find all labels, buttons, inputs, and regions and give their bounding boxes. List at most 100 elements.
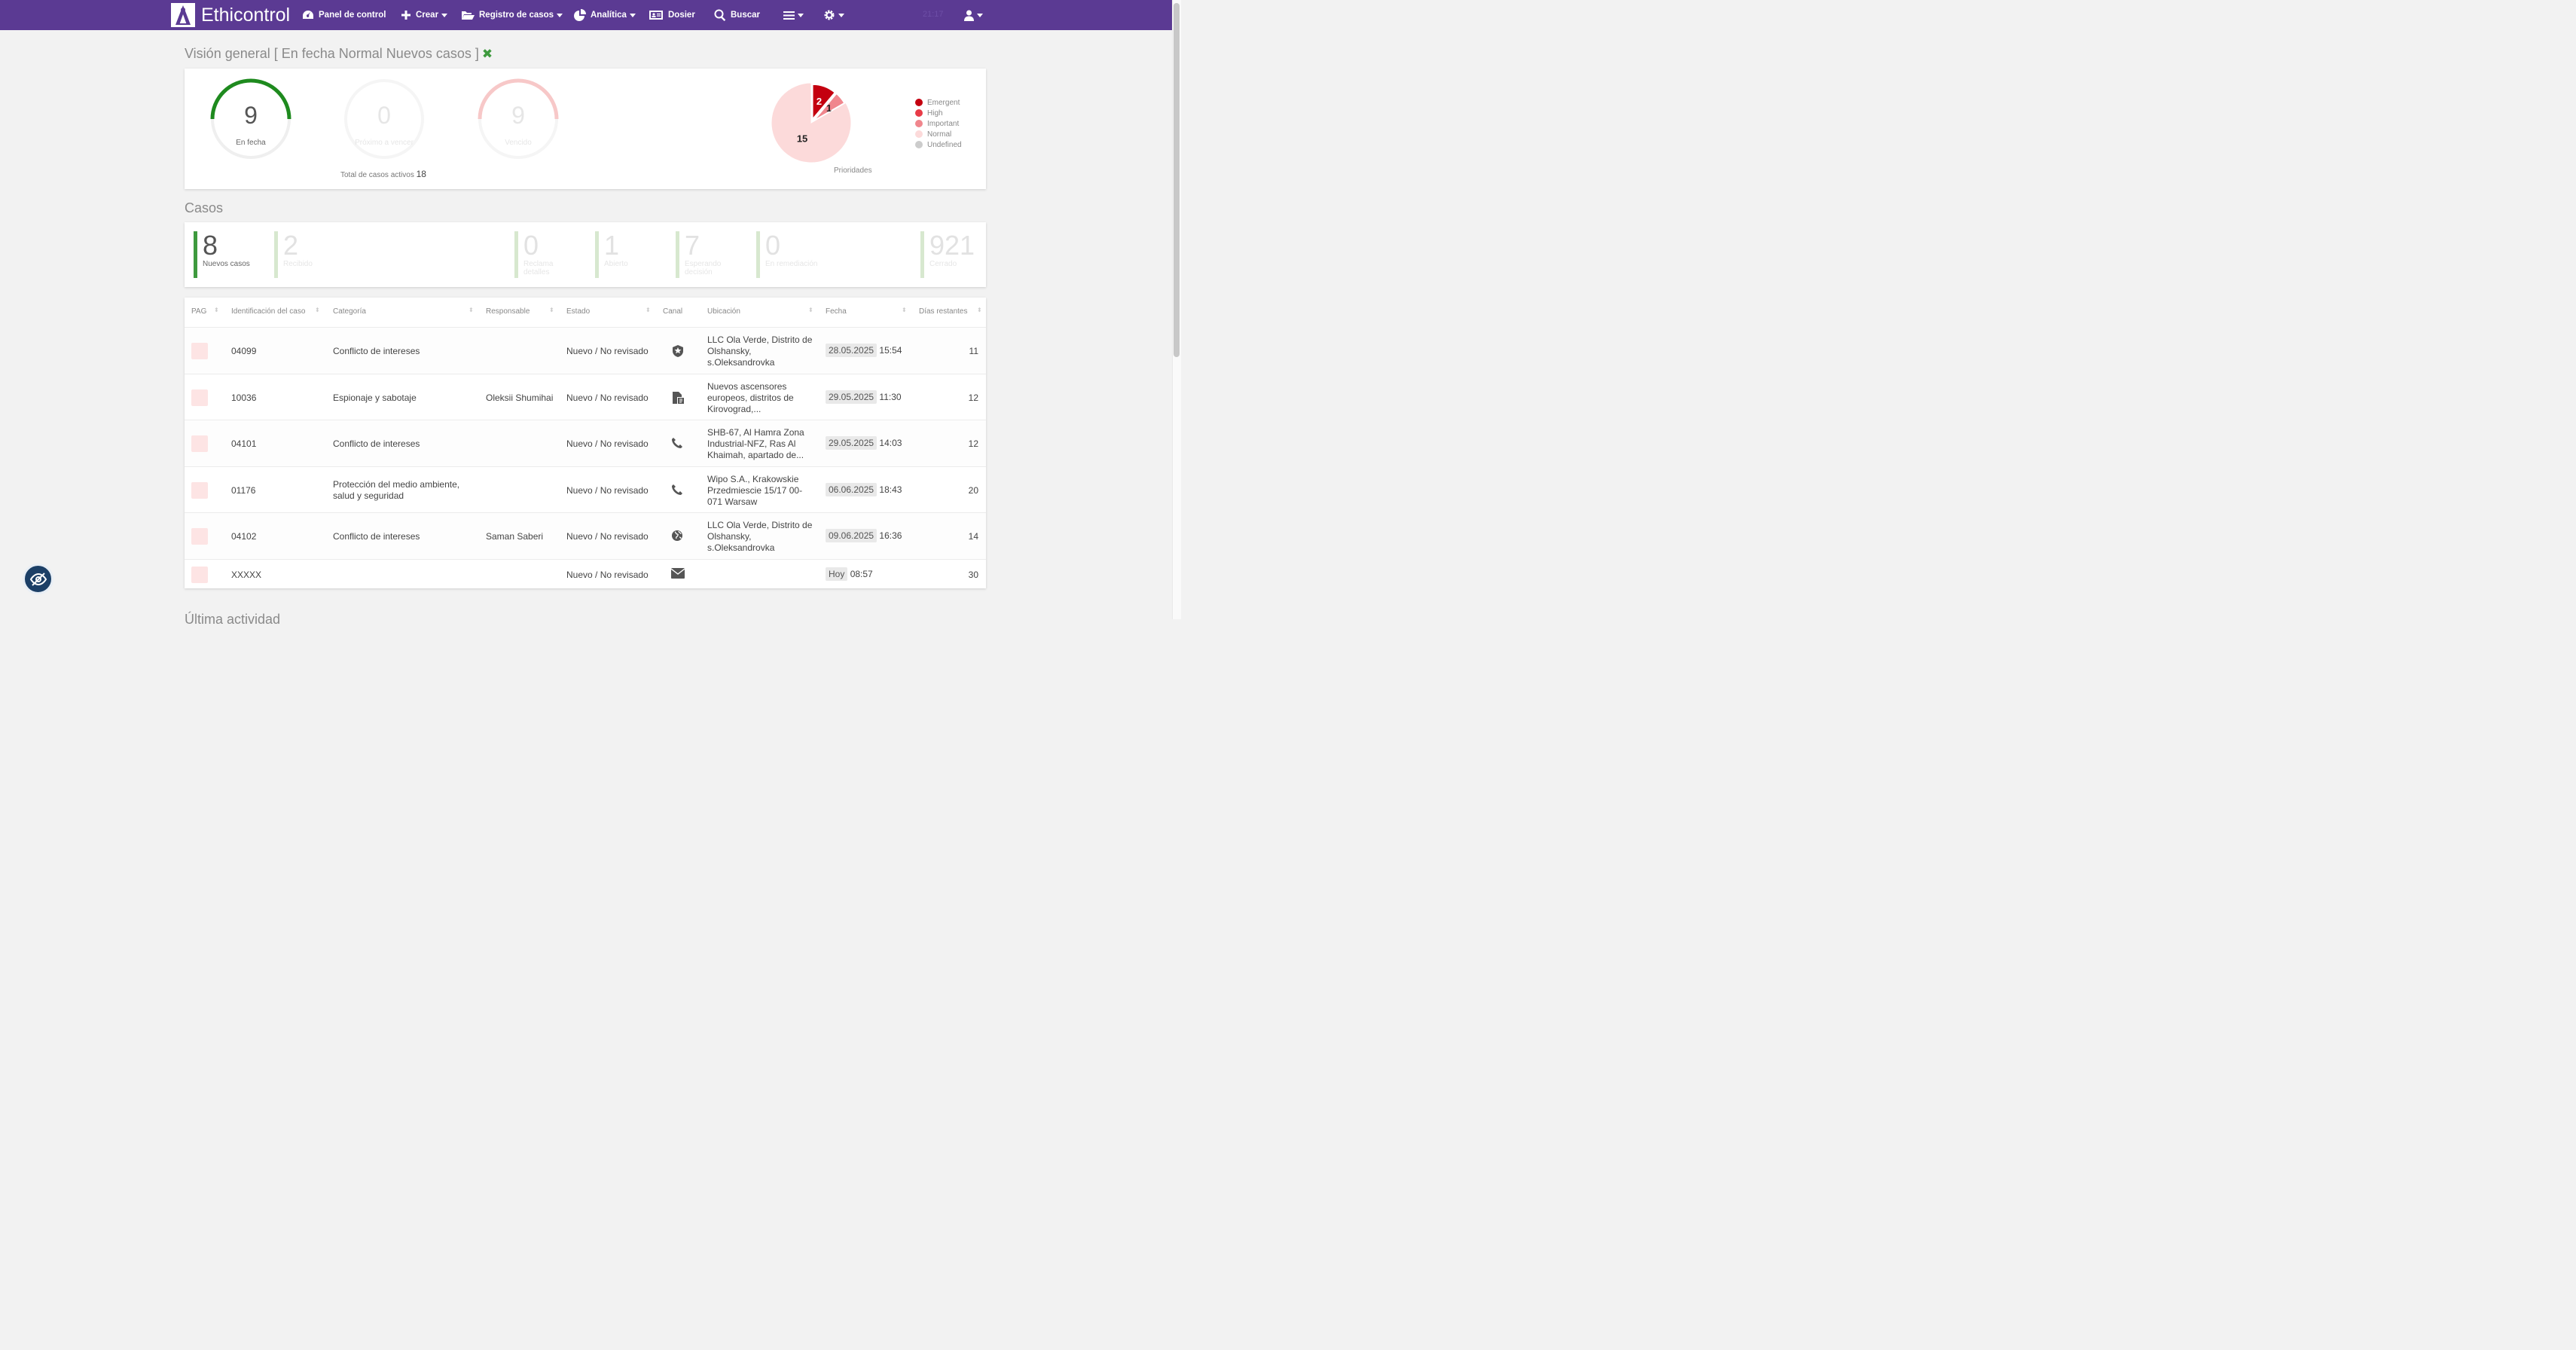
nav-dashboard[interactable]: Panel de control <box>302 0 386 30</box>
column-header-priority[interactable]: PAG <box>191 307 207 316</box>
days-remaining: 14 <box>968 531 978 542</box>
nav-menu[interactable] <box>783 0 804 30</box>
kpi-label: Recibido <box>283 260 313 268</box>
scrollbar-thumb[interactable] <box>1174 3 1180 357</box>
case-status-panel: 8 Nuevos casos 2 Recibido 0 Reclama deta… <box>185 222 986 287</box>
column-header-category[interactable]: Categoría <box>333 307 366 316</box>
date-badge: 29.05.2025 <box>826 436 877 450</box>
case-id-link[interactable]: 04102 <box>231 531 257 542</box>
pie-chart-icon <box>574 9 586 21</box>
nav-search[interactable]: Buscar <box>714 0 760 30</box>
table-row[interactable]: XXXXX Nuevo / No revisado Hoy 08:57 30 <box>185 559 986 588</box>
nav-dossier-label: Dosier <box>668 11 695 20</box>
pie-slice-label: 15 <box>797 133 807 145</box>
table-row[interactable]: 01176 Protección del medio ambiente, sal… <box>185 466 986 512</box>
case-location: SHB-67, Al Hamra Zona Industrial-NFZ, Ra… <box>707 427 804 460</box>
legend-item[interactable]: Emergent <box>915 97 962 108</box>
latest-activity-title: Última actividad <box>185 612 281 627</box>
legend-item[interactable]: Undefined <box>915 139 962 150</box>
brand[interactable]: Ethicontrol <box>171 3 290 27</box>
kpi-open[interactable]: 1 Abierto <box>595 231 628 278</box>
document-icon <box>671 391 685 408</box>
case-id-link[interactable]: 10036 <box>231 392 257 403</box>
nav-case-log[interactable]: Registro de casos <box>461 0 563 30</box>
gauge-overdue[interactable]: 9 Vencido <box>477 78 560 160</box>
kpi-new-cases[interactable]: 8 Nuevos casos <box>194 231 250 278</box>
table-row[interactable]: 04099 Conflicto de intereses Nuevo / No … <box>185 327 986 374</box>
gauge-on-time[interactable]: 9 En fecha <box>209 78 292 160</box>
sort-icon[interactable]: ⬍ <box>315 307 320 313</box>
pie-slice[interactable] <box>771 82 852 163</box>
column-header-days-left[interactable]: Días restantes <box>919 307 968 316</box>
pie-slice[interactable] <box>812 84 835 120</box>
sort-icon[interactable]: ⬍ <box>549 307 554 313</box>
sort-icon[interactable]: ⬍ <box>646 307 651 313</box>
sort-icon[interactable]: ⬍ <box>808 307 813 313</box>
cases-table: PAG ⬍ Identificación del caso ⬍ Categoría ⬍… <box>185 298 986 588</box>
case-category: Conflicto de intereses <box>333 346 420 356</box>
gauge-on-time-chart <box>210 78 291 159</box>
kpi-value: 8 <box>203 230 218 261</box>
pie-slice-label: 2 <box>816 96 822 107</box>
phone-icon <box>671 437 683 452</box>
case-status: Nuevo / No revisado <box>566 438 649 449</box>
legend-label: Emergent <box>927 98 960 107</box>
gauge-due-soon[interactable]: 0 Próximo a vencer <box>343 78 426 160</box>
pie-slice[interactable] <box>814 93 845 121</box>
kpi-value: 2 <box>283 230 299 261</box>
case-category: Conflicto de intereses <box>333 531 420 542</box>
brand-logo-icon <box>171 3 195 27</box>
column-header-date[interactable]: Fecha <box>826 307 847 316</box>
nav-dossier[interactable]: Dosier <box>649 0 695 30</box>
top-navbar: Ethicontrol Panel de control Crear Regis… <box>0 0 1172 30</box>
sort-icon[interactable]: ⬍ <box>977 307 982 313</box>
envelope-icon <box>670 567 685 582</box>
priority-indicator <box>191 343 208 359</box>
column-header-status[interactable]: Estado <box>566 307 591 316</box>
accessibility-toggle-button[interactable] <box>23 564 53 594</box>
gauge-value: 0 <box>377 102 391 129</box>
table-row[interactable]: 10036 Espionaje y sabotaje Oleksii Shumi… <box>185 374 986 420</box>
table-row[interactable]: 04102 Conflicto de intereses Saman Saber… <box>185 512 986 559</box>
legend-dot <box>915 130 923 138</box>
column-header-case-id[interactable]: Identificación del caso <box>231 307 306 316</box>
legend-item[interactable]: High <box>915 108 962 118</box>
priorities-pie-chart[interactable]: 21 15 <box>765 78 870 168</box>
overview-title: Visión general [ En fecha Normal Nuevos … <box>185 46 493 62</box>
sort-icon[interactable]: ⬍ <box>902 307 907 313</box>
case-time: 08:57 <box>850 568 873 579</box>
case-id-link[interactable]: 04099 <box>231 346 257 356</box>
kpi-value: 7 <box>685 230 700 261</box>
page-scrollbar[interactable] <box>1172 0 1181 619</box>
case-id-link[interactable]: 01176 <box>231 484 256 496</box>
legend-item[interactable]: Important <box>915 118 962 129</box>
column-header-channel[interactable]: Canal <box>663 307 683 316</box>
priority-indicator <box>191 435 208 452</box>
kpi-remediation[interactable]: 0 En remediación <box>756 231 820 278</box>
case-id-link[interactable]: XXXXX <box>231 569 262 580</box>
kpi-awaiting-decision[interactable]: 7 Esperando decisión <box>676 231 736 278</box>
column-header-owner[interactable]: Responsable <box>486 307 530 316</box>
chevron-down-icon <box>441 13 448 17</box>
column-header-location[interactable]: Ubicación <box>707 307 740 316</box>
days-remaining: 12 <box>968 438 978 449</box>
nav-user[interactable] <box>964 0 983 30</box>
clear-filter-icon[interactable]: ✖ <box>481 47 493 61</box>
table-row[interactable]: 04101 Conflicto de intereses Nuevo / No … <box>185 420 986 466</box>
gauge-overdue-chart <box>478 78 559 159</box>
nav-settings[interactable] <box>823 0 844 30</box>
eye-off-icon <box>29 572 47 586</box>
kpi-closed[interactable]: 921 Cerrado <box>920 231 975 278</box>
legend-item[interactable]: Normal <box>915 129 962 139</box>
legend-dot <box>915 120 923 127</box>
kpi-details-requested[interactable]: 0 Reclama detalles <box>514 231 567 278</box>
days-remaining: 11 <box>969 346 978 356</box>
days-remaining: 12 <box>968 392 978 403</box>
kpi-received[interactable]: 2 Recibido <box>274 231 313 278</box>
sort-icon[interactable]: ⬍ <box>214 307 219 313</box>
brand-name: Ethicontrol <box>201 4 291 26</box>
nav-analytics[interactable]: Analítica <box>574 0 636 30</box>
case-id-link[interactable]: 04101 <box>231 438 257 449</box>
nav-create[interactable]: Crear <box>401 0 448 30</box>
sort-icon[interactable]: ⬍ <box>469 307 474 313</box>
